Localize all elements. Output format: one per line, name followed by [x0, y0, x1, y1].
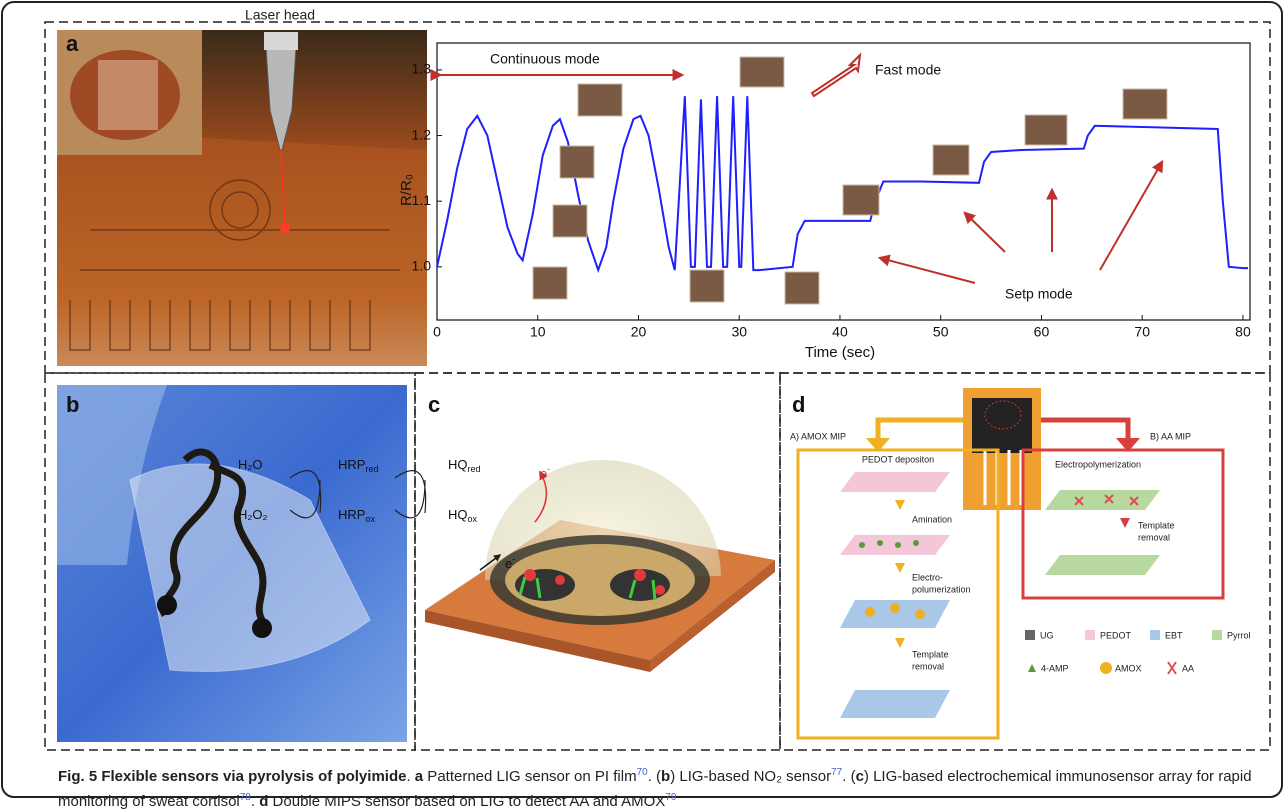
caption-text: . ( [842, 768, 855, 785]
caption-text: . [251, 793, 259, 810]
legend-label: Pyrrol [1227, 630, 1251, 640]
data-line [437, 96, 1248, 270]
species: H₂O [238, 457, 263, 472]
caption-label: c [856, 768, 864, 785]
branch-label: A) AMOX MIP [790, 431, 846, 441]
annotation-arrows [440, 55, 1162, 283]
species: H₂O₂ [238, 507, 268, 522]
legend-label: AMOX [1115, 663, 1142, 673]
panel-label: c [428, 392, 440, 417]
step-label: removal [912, 661, 944, 671]
step-label: polumerization [912, 584, 971, 594]
caption-ref: 78 [240, 792, 251, 803]
caption-text: . [406, 768, 414, 785]
species-sub: ox [365, 514, 375, 524]
legend-label: 4-AMP [1041, 663, 1069, 673]
electron-sup: - [512, 554, 515, 564]
electron: e [505, 556, 512, 571]
panel-label: b [66, 392, 79, 417]
x-tick-label: 50 [933, 324, 949, 340]
caption-text: Patterned LIG sensor on PI film [423, 768, 636, 785]
step-label: removal [1138, 532, 1170, 542]
y-tick-label: 1.2 [412, 126, 432, 142]
species: HRP [338, 457, 365, 472]
x-tick-label: 30 [731, 324, 747, 340]
annotation: Fast mode [875, 62, 941, 78]
step-label: Template [1138, 520, 1175, 530]
x-tick-label: 20 [631, 324, 647, 340]
x-tick-label: 60 [1034, 324, 1050, 340]
panel-label: d [792, 392, 805, 417]
x-tick-label: 10 [530, 324, 546, 340]
electron: e [540, 466, 547, 481]
caption-label: b [661, 768, 670, 785]
annotation: Continuous mode [490, 51, 600, 67]
figure: Laser head a 010203040506070801.01.11.21… [0, 0, 1284, 799]
page: {"panels":{"a":"a","b":"b","c":"c","d":"… [0, 0, 1284, 799]
panel-label: a [66, 31, 79, 56]
step-label: Electropolymerization [1055, 459, 1141, 469]
caption-ref: 79 [665, 792, 676, 803]
svg-text:H₂O: H₂O [238, 457, 263, 472]
caption-text: ) LIG-based NO₂ sensor [670, 768, 831, 785]
svg-text:H₂O₂: H₂O₂ [238, 507, 268, 522]
species-sub: red [468, 464, 481, 474]
species-sub: red [365, 464, 378, 474]
species: HQ [448, 457, 468, 472]
caption-ref: 70 [637, 767, 648, 778]
step-label: Electro- [912, 572, 943, 582]
caption-text: Double MIPS sensor based on LIG to detec… [268, 793, 665, 810]
y-tick-label: 1.3 [412, 61, 432, 77]
legend-label: EBT [1165, 630, 1183, 640]
caption: Fig. 5 Flexible sensors via pyrolysis of… [58, 762, 1270, 812]
x-axis-label: Time (sec) [805, 344, 875, 361]
y-tick-label: 1.0 [412, 258, 432, 274]
legend-label: AA [1182, 663, 1194, 673]
x-tick-label: 80 [1235, 324, 1251, 340]
svg-text:HQred: HQred [448, 457, 481, 474]
caption-text: . ( [648, 768, 661, 785]
legend-label: UG [1040, 630, 1054, 640]
annotation: Setp mode [1005, 286, 1073, 302]
step-label: Template [912, 649, 949, 659]
branch-label: B) AA MIP [1150, 431, 1191, 441]
x-tick-label: 70 [1134, 324, 1150, 340]
caption-label: a [415, 768, 423, 785]
chart-photos [533, 57, 1167, 304]
laser-photo [57, 30, 427, 366]
step-label: PEDOT depositon [862, 454, 934, 464]
glove-photo [57, 385, 407, 742]
step-label: Amination [912, 514, 952, 524]
photo-label: Laser head [245, 7, 315, 23]
species: HQ [448, 507, 468, 522]
caption-title: Fig. 5 Flexible sensors via pyrolysis of… [58, 768, 406, 785]
x-tick-label: 0 [433, 324, 441, 340]
y-axis-label: R/R₀ [398, 174, 415, 206]
svg-text:HQox: HQox [448, 507, 478, 524]
electron-sup: - [547, 464, 550, 474]
species: HRP [338, 507, 365, 522]
caption-label: d [259, 793, 268, 810]
x-tick-label: 40 [832, 324, 848, 340]
species-sub: ox [468, 514, 478, 524]
legend-label: PEDOT [1100, 630, 1132, 640]
caption-ref: 77 [831, 767, 842, 778]
